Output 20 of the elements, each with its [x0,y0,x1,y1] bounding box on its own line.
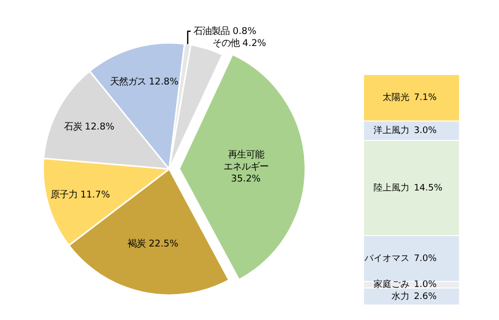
data-label: 7.1% [414,92,438,103]
series-label: 太陽光 [382,92,410,103]
series-label: 陸上風力 [374,182,410,194]
series-label: 洋上風力 [374,124,410,136]
data-label: 3.0% [414,126,438,136]
slice-label: 石炭 12.8% [64,121,115,132]
slice-label: 天然ガス 12.8% [110,76,179,88]
slice-label: その他 4.2% [212,38,266,50]
data-label: 2.6% [414,292,438,302]
series-label: 家庭ごみ [374,279,410,290]
slice-label: 石油製品 0.8% [194,26,256,38]
data-label: 1.0% [414,280,438,290]
data-label: 7.0% [414,254,438,264]
series-label: バイオマス [364,254,410,264]
data-label: 14.5% [414,183,443,194]
slice-label: 褐炭 22.5% [128,238,178,250]
series-label: 水力 [392,290,410,302]
slice-label: 原子力 11.7% [50,190,110,201]
data-label: 35.2% [231,174,261,185]
slice-label: 再生可能エネルギー [223,149,268,173]
